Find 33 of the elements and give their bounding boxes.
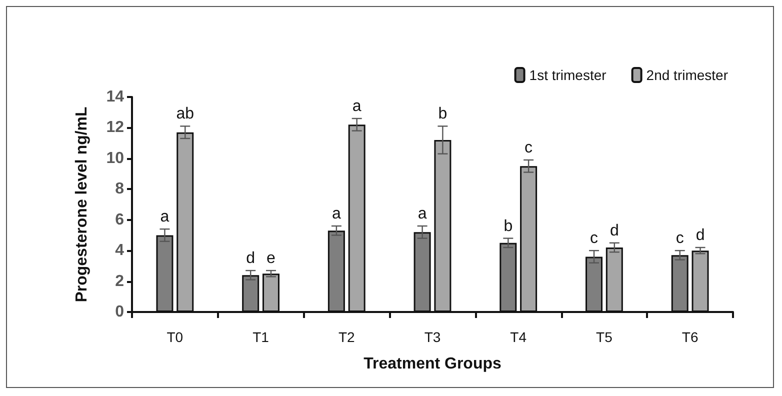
data-label: d [696,227,705,244]
data-label: a [332,206,341,222]
y-tick-label: 0 [115,304,124,320]
data-label: b [504,218,513,235]
y-tick-label: 6 [115,211,124,228]
y-tick-label: 2 [115,272,124,290]
data-label: b [438,106,448,123]
x-tick-label: T6 [682,329,698,345]
y-axis-title: Progesterone level ng/mL [74,106,90,302]
y-tick-label: 14 [106,88,124,106]
data-label: c [590,230,598,248]
y-tick-label: 10 [106,150,124,167]
legend-label: 1st trimester [529,67,607,83]
legend-label: 2nd trimester [646,67,728,83]
data-label: a [418,206,427,222]
y-tick-label: 12 [106,119,124,136]
x-tick-label: T4 [510,329,527,345]
data-label: e [266,250,276,268]
data-label: d [610,222,619,240]
y-tick-label: 4 [115,242,124,260]
data-label: d [246,250,256,268]
x-tick-label: T2 [338,329,356,345]
data-label: a [352,98,362,115]
data-label: c [676,230,684,248]
x-tick-label: T0 [166,329,184,345]
x-tick-label: T3 [424,329,441,345]
data-label: ab [176,106,194,123]
data-label: c [524,139,533,156]
x-tick-label: T1 [252,329,270,345]
x-axis-title: Treatment Groups [364,356,502,372]
data-label: a [160,208,170,226]
y-tick-label: 8 [115,180,124,198]
x-tick-label: T5 [596,329,613,345]
